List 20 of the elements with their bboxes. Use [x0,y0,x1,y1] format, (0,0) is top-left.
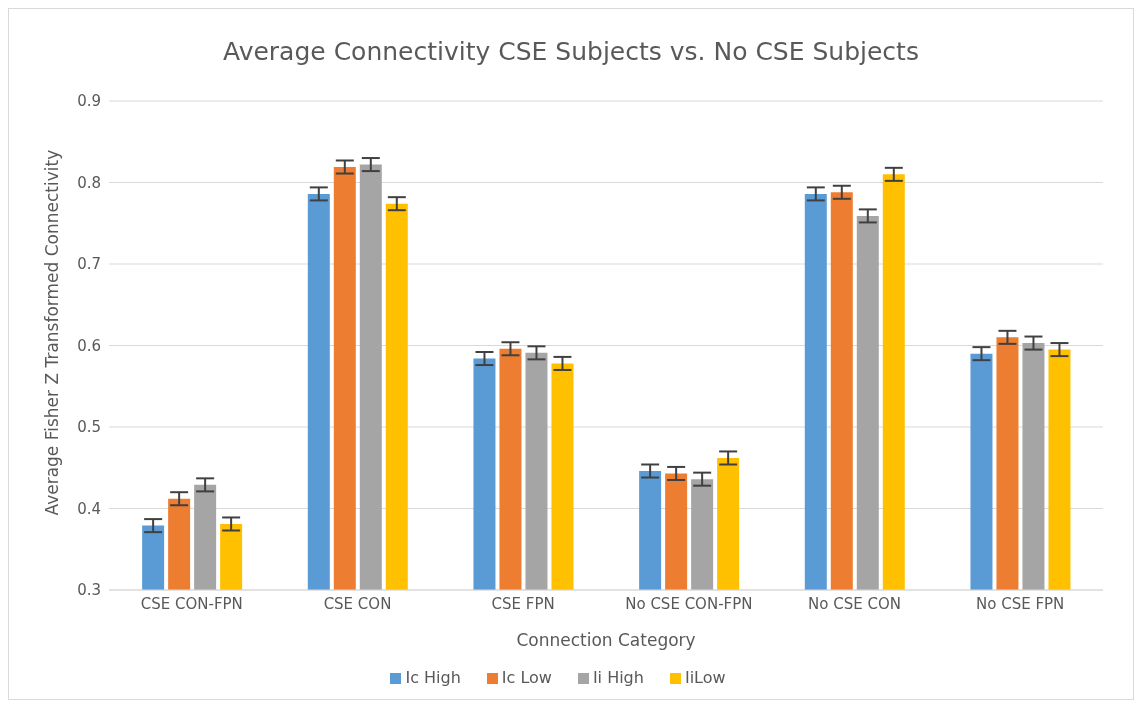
y-tick-label: 0.9 [77,92,101,111]
y-axis-title: Average Fisher Z Transformed Connectivity [42,149,63,516]
x-tick-label: CSE FPN [491,594,555,613]
chart-title: Average Connectivity CSE Subjects vs. No CSE Subjects [222,36,920,68]
x-axis-title: Connection Category [516,630,696,650]
legend-label: Ic Low [501,668,552,687]
y-tick-label: 0.5 [77,418,101,437]
y-tick-label: 0.3 [77,581,101,600]
y-tick-label: 0.8 [77,173,101,192]
x-tick-label: No CSE CON-FPN [625,594,753,613]
legend-label: Ii High [592,668,644,687]
y-tick-label: 0.4 [77,499,101,518]
legend-label: IiLow [684,668,726,687]
x-tick-label: CSE CON-FPN [140,594,243,613]
x-tick-label: No CSE CON [808,594,901,613]
x-tick-label: No CSE FPN [976,594,1065,613]
x-tick-label: CSE CON [323,594,392,613]
y-tick-label: 0.6 [77,336,101,355]
y-tick-label: 0.7 [77,255,101,274]
legend-label: Ic High [405,668,461,687]
